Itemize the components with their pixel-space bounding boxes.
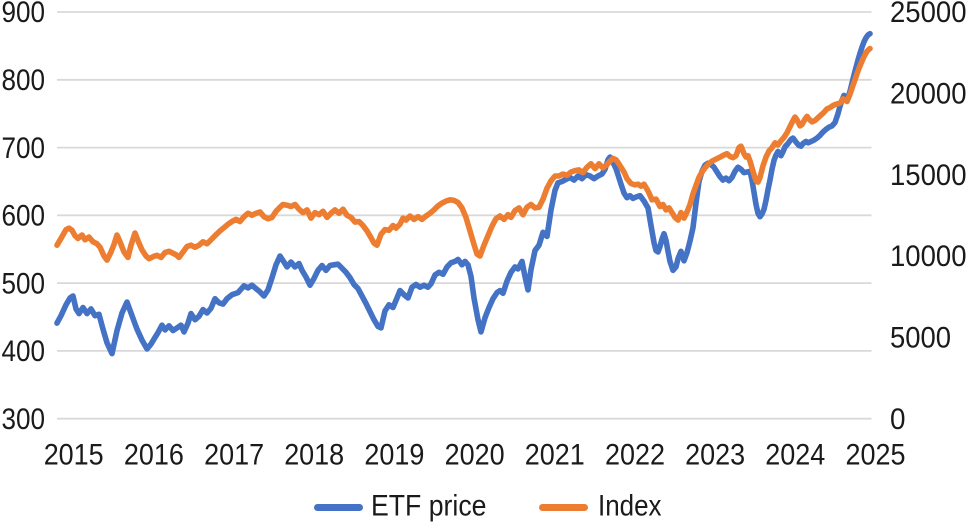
svg-text:2022: 2022 xyxy=(605,438,665,471)
svg-text:700: 700 xyxy=(2,132,46,165)
svg-text:2023: 2023 xyxy=(685,438,745,471)
svg-text:ETF price: ETF price xyxy=(371,490,487,523)
svg-text:10000: 10000 xyxy=(890,240,967,273)
svg-text:2015: 2015 xyxy=(44,438,104,471)
svg-text:0: 0 xyxy=(890,403,906,436)
svg-text:600: 600 xyxy=(2,200,46,233)
svg-text:2016: 2016 xyxy=(124,438,184,471)
svg-text:Index: Index xyxy=(598,490,662,523)
svg-text:800: 800 xyxy=(2,64,46,97)
svg-text:25000: 25000 xyxy=(890,0,967,29)
svg-text:2021: 2021 xyxy=(525,438,585,471)
svg-text:300: 300 xyxy=(2,403,46,436)
svg-text:2025: 2025 xyxy=(846,438,906,471)
svg-text:5000: 5000 xyxy=(890,322,951,355)
svg-text:2019: 2019 xyxy=(364,438,424,471)
svg-text:2017: 2017 xyxy=(204,438,264,471)
svg-text:15000: 15000 xyxy=(890,159,967,192)
svg-text:400: 400 xyxy=(2,335,46,368)
svg-text:2024: 2024 xyxy=(765,438,825,471)
svg-text:2018: 2018 xyxy=(284,438,344,471)
svg-text:2020: 2020 xyxy=(445,438,505,471)
svg-text:500: 500 xyxy=(2,267,46,300)
svg-text:900: 900 xyxy=(2,0,46,29)
svg-text:20000: 20000 xyxy=(890,78,967,111)
